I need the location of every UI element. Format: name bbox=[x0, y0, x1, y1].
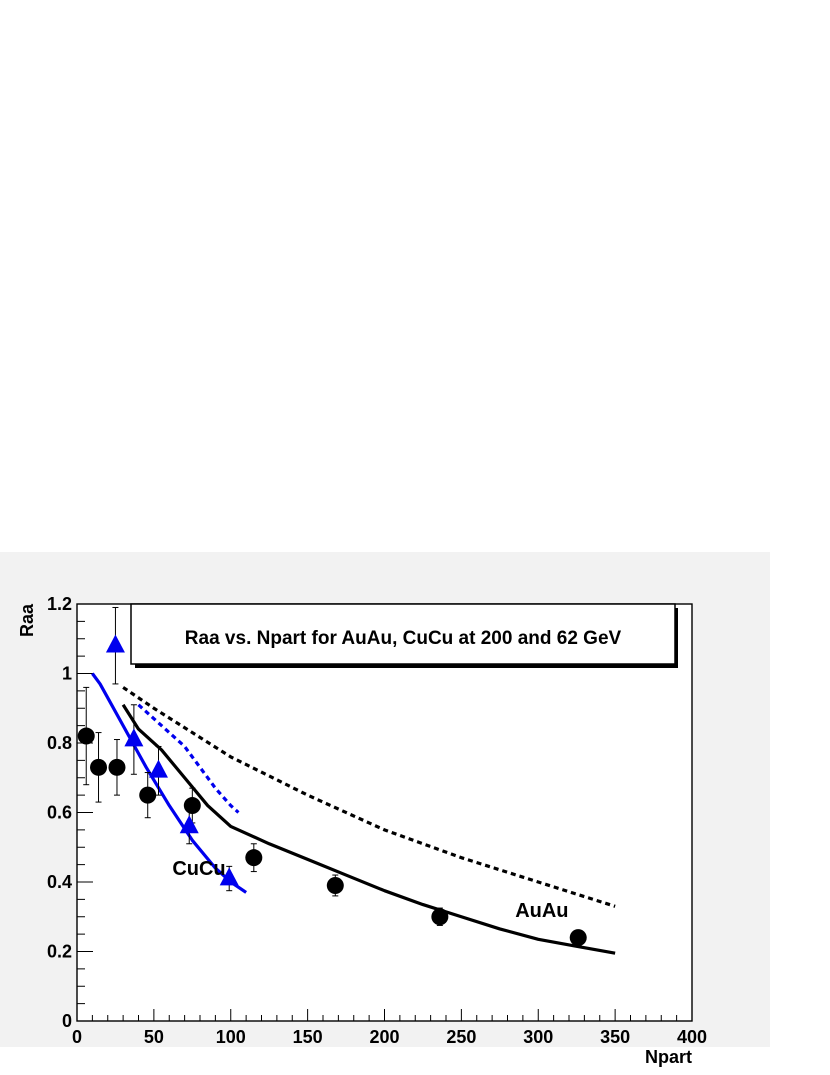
cucu-solid-curve bbox=[91, 672, 248, 894]
data-points bbox=[77, 606, 587, 947]
cucu-data-point bbox=[219, 867, 239, 886]
auau-data-point bbox=[431, 908, 449, 926]
x-tick-label: 150 bbox=[293, 1027, 323, 1047]
auau-data-point bbox=[326, 876, 344, 894]
cucu-data-point bbox=[124, 728, 144, 747]
chart-title: Raa vs. Npart for AuAu, CuCu at 200 and … bbox=[185, 628, 622, 649]
y-axis-title: Raa bbox=[17, 603, 37, 637]
y-tick-label: 1 bbox=[62, 664, 72, 684]
auau-data-point bbox=[90, 758, 108, 776]
model-curves bbox=[91, 672, 616, 955]
x-tick-label: 400 bbox=[677, 1027, 707, 1047]
y-tick-label: 1.2 bbox=[47, 594, 72, 614]
auau-data-point bbox=[139, 786, 157, 804]
title-box bbox=[130, 603, 676, 665]
x-axis-title: Npart bbox=[645, 1047, 692, 1067]
y-tick-label: 0.6 bbox=[47, 803, 72, 823]
x-tick-label: 300 bbox=[523, 1027, 553, 1047]
auau-data-point bbox=[108, 758, 126, 776]
cucu-data-point bbox=[148, 759, 168, 778]
y-tick-label: 0 bbox=[62, 1011, 72, 1031]
axis-ticks: 0 50 100 150 200 250 300 350 400 0 0.2 0.4 0.6 0.8 1 1.… bbox=[47, 594, 707, 1047]
cucu-dotted-curve bbox=[137, 703, 240, 814]
auau-solid-curve bbox=[121, 703, 616, 955]
x-tick-label: 50 bbox=[144, 1027, 164, 1047]
y-tick-label: 0.2 bbox=[47, 942, 72, 962]
x-tick-label: 100 bbox=[216, 1027, 246, 1047]
auau-label: AuAu bbox=[515, 900, 568, 922]
y-tick-label: 0.8 bbox=[47, 733, 72, 753]
cucu-data-point bbox=[179, 815, 199, 834]
auau-dotted-curve bbox=[122, 686, 616, 908]
cucu-label: CuCu bbox=[172, 858, 225, 880]
y-tick-label: 0.4 bbox=[47, 872, 72, 892]
x-tick-label: 250 bbox=[446, 1027, 476, 1047]
auau-data-point bbox=[569, 929, 587, 947]
cucu-data-point bbox=[105, 634, 125, 653]
plot-area bbox=[76, 603, 693, 1022]
auau-data-point bbox=[183, 797, 201, 815]
x-tick-label: 350 bbox=[600, 1027, 630, 1047]
x-tick-label: 200 bbox=[369, 1027, 399, 1047]
auau-data-point bbox=[245, 849, 263, 867]
auau-data-point bbox=[77, 727, 95, 745]
x-tick-label: 0 bbox=[72, 1027, 82, 1047]
